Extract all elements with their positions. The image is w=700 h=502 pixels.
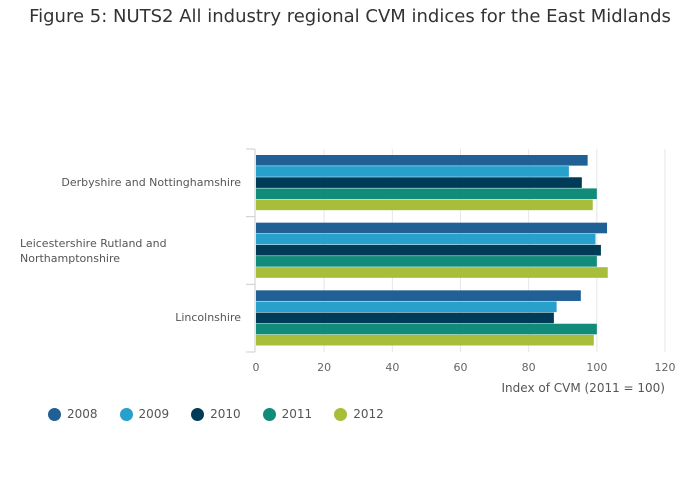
legend: 2008 2009 2010 2011 2012: [48, 407, 384, 421]
legend-label: 2010: [210, 407, 241, 421]
category-label: Leicestershire Rutland and Northamptonsh…: [20, 236, 167, 265]
category-label: Lincolnshire: [175, 311, 241, 325]
bar-2008-1[interactable]: [256, 222, 608, 234]
legend-item-2008[interactable]: 2008: [48, 407, 98, 421]
legend-swatch: [191, 407, 205, 421]
bar-2011-2[interactable]: [256, 323, 597, 335]
legend-label: 2011: [281, 407, 313, 421]
bar-2011-0[interactable]: [256, 188, 597, 200]
legend-swatch: [48, 407, 61, 421]
legend-swatch: [119, 407, 133, 421]
legend-label: 2008: [67, 407, 98, 421]
legend-item-2009[interactable]: 2009: [119, 407, 170, 421]
x-tick-label: 60: [453, 361, 468, 374]
x-tick-label: 0: [252, 361, 260, 374]
x-axis-label: Index of CVM (2011 = 100): [501, 381, 665, 395]
bar-2011-1[interactable]: [256, 256, 597, 267]
x-tick-label: 80: [521, 361, 536, 374]
legend-item-2010[interactable]: 2010: [191, 407, 241, 421]
bar-2009-0[interactable]: [256, 166, 569, 177]
bar-2012-2[interactable]: [256, 334, 594, 346]
x-tick-label: 20: [317, 361, 332, 374]
x-tick-label: 100: [586, 361, 608, 374]
bar-2009-1[interactable]: [256, 233, 596, 245]
x-tick-label: 120: [654, 361, 676, 374]
bar-2009-2[interactable]: [256, 301, 557, 313]
legend-label: 2012: [353, 407, 384, 421]
bar-2008-0[interactable]: [256, 155, 588, 166]
bar-2012-0[interactable]: [256, 199, 593, 211]
category-label: Derbyshire and Nottinghamshire: [61, 175, 241, 189]
legend-item-2011[interactable]: 2011: [262, 407, 313, 421]
legend-swatch: [262, 407, 276, 421]
bar-2012-1[interactable]: [256, 267, 608, 278]
bar-2010-0[interactable]: [256, 177, 582, 188]
bar-2010-2[interactable]: [256, 312, 554, 324]
chart-title: Figure 5: NUTS2 All industry regional CV…: [29, 6, 671, 27]
legend-item-2012[interactable]: 2012: [334, 407, 384, 421]
x-tick-label: 40: [385, 361, 400, 374]
legend-swatch: [334, 407, 348, 421]
bar-2010-1[interactable]: [256, 244, 601, 256]
bar-2008-2[interactable]: [256, 290, 581, 301]
legend-label: 2009: [138, 407, 170, 421]
